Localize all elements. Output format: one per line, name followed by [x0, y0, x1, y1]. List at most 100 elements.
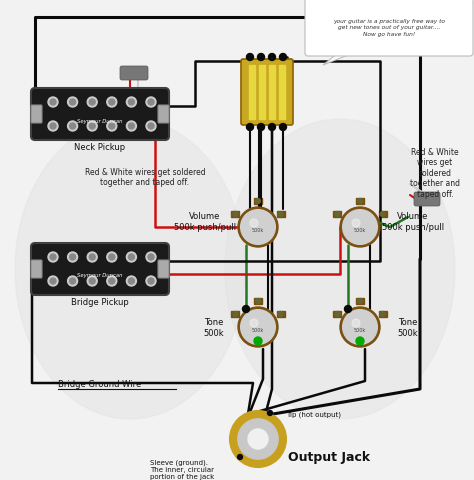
FancyBboxPatch shape	[31, 243, 169, 295]
Circle shape	[238, 207, 278, 248]
Circle shape	[345, 306, 352, 313]
Circle shape	[70, 254, 75, 261]
Ellipse shape	[15, 120, 245, 419]
Bar	[259, 66, 265, 120]
FancyBboxPatch shape	[414, 192, 440, 206]
Circle shape	[146, 276, 156, 287]
Circle shape	[128, 278, 135, 285]
Text: 500k: 500k	[252, 228, 264, 233]
Circle shape	[128, 254, 135, 261]
Bar	[254, 299, 262, 304]
Bar	[269, 66, 275, 120]
Text: Seymour Duncan: Seymour Duncan	[77, 118, 123, 123]
FancyBboxPatch shape	[31, 106, 42, 124]
Text: Red & White wires get soldered
together and taped off.: Red & White wires get soldered together …	[85, 168, 205, 187]
Circle shape	[148, 254, 154, 261]
Circle shape	[243, 306, 249, 313]
Text: Red & White
wires get
soldered
together and
taped off.: Red & White wires get soldered together …	[410, 148, 460, 198]
Ellipse shape	[225, 120, 455, 419]
Circle shape	[238, 307, 278, 347]
Circle shape	[87, 276, 97, 287]
Circle shape	[280, 54, 286, 61]
FancyBboxPatch shape	[31, 261, 42, 278]
Circle shape	[70, 100, 75, 106]
Text: 500k: 500k	[252, 328, 264, 333]
Circle shape	[237, 455, 243, 459]
Text: Output Jack: Output Jack	[288, 451, 370, 464]
Circle shape	[146, 122, 156, 132]
Circle shape	[48, 122, 58, 132]
Circle shape	[233, 312, 238, 317]
FancyBboxPatch shape	[31, 89, 169, 141]
FancyBboxPatch shape	[305, 0, 473, 57]
Bar	[254, 199, 262, 204]
Circle shape	[356, 337, 364, 345]
Circle shape	[268, 124, 275, 131]
Circle shape	[68, 122, 78, 132]
Text: Bridge Pickup: Bridge Pickup	[71, 298, 129, 306]
Circle shape	[48, 252, 58, 263]
Bar	[356, 299, 364, 304]
Circle shape	[68, 98, 78, 108]
Circle shape	[109, 254, 115, 261]
Text: Bridge Ground Wire: Bridge Ground Wire	[58, 380, 141, 389]
Circle shape	[241, 211, 275, 244]
Circle shape	[107, 252, 117, 263]
Text: Tip (hot output): Tip (hot output)	[286, 411, 341, 418]
Bar	[379, 212, 386, 217]
Text: Volume
500k push/pull: Volume 500k push/pull	[382, 212, 444, 231]
Circle shape	[109, 124, 115, 130]
Bar	[249, 66, 255, 120]
Circle shape	[255, 199, 261, 204]
Circle shape	[50, 100, 56, 106]
Circle shape	[233, 212, 238, 217]
Circle shape	[50, 254, 56, 261]
Bar	[379, 312, 386, 317]
Circle shape	[148, 100, 154, 106]
Bar	[356, 199, 364, 204]
Circle shape	[238, 419, 278, 459]
Circle shape	[340, 207, 380, 248]
Circle shape	[352, 219, 360, 228]
FancyBboxPatch shape	[120, 67, 148, 81]
Circle shape	[257, 124, 264, 131]
Circle shape	[148, 278, 154, 285]
Circle shape	[87, 98, 97, 108]
Circle shape	[357, 299, 363, 304]
Circle shape	[340, 307, 380, 347]
Circle shape	[50, 124, 56, 130]
Circle shape	[250, 319, 258, 327]
Circle shape	[68, 276, 78, 287]
Circle shape	[87, 122, 97, 132]
Circle shape	[254, 337, 262, 345]
Circle shape	[246, 54, 254, 61]
Circle shape	[255, 299, 261, 304]
Circle shape	[109, 278, 115, 285]
Circle shape	[250, 219, 258, 228]
Circle shape	[267, 411, 273, 416]
Circle shape	[280, 124, 286, 131]
Circle shape	[107, 122, 117, 132]
Bar	[334, 212, 341, 217]
Circle shape	[146, 98, 156, 108]
Circle shape	[343, 311, 377, 344]
Bar	[276, 312, 284, 317]
FancyBboxPatch shape	[158, 261, 169, 278]
Text: your guitar is a practically free way to
get new tones out of your guitar....
No: your guitar is a practically free way to…	[333, 19, 445, 37]
Circle shape	[246, 124, 254, 131]
Circle shape	[380, 312, 385, 317]
Circle shape	[107, 98, 117, 108]
Circle shape	[257, 54, 264, 61]
Bar	[231, 312, 239, 317]
Circle shape	[357, 199, 363, 204]
Circle shape	[70, 278, 75, 285]
Circle shape	[89, 100, 95, 106]
Circle shape	[109, 100, 115, 106]
Text: Seymour Duncan: Seymour Duncan	[77, 273, 123, 278]
Bar	[334, 312, 341, 317]
Text: Neck Pickup: Neck Pickup	[74, 143, 126, 152]
Circle shape	[89, 124, 95, 130]
Circle shape	[380, 212, 385, 217]
Circle shape	[68, 252, 78, 263]
Text: Sleeve (ground).
The inner, circular
portion of the jack: Sleeve (ground). The inner, circular por…	[150, 459, 214, 480]
